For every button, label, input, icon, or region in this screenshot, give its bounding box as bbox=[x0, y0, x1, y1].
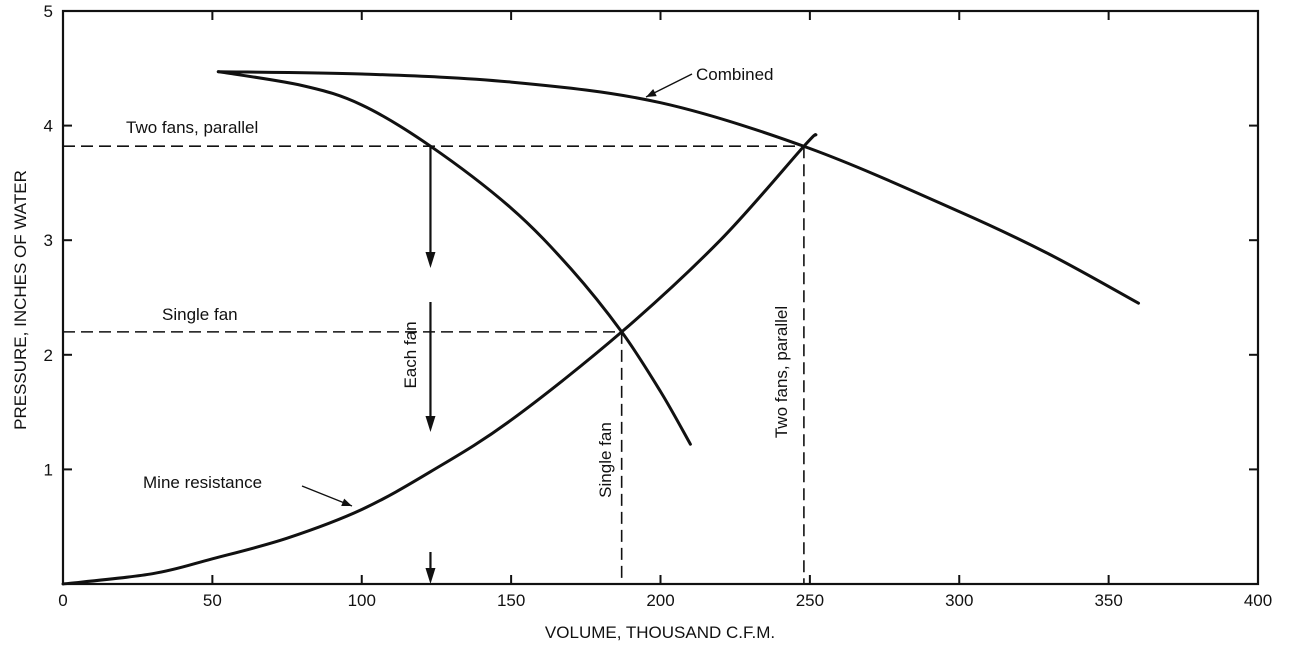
label-mine-resistance: Mine resistance bbox=[143, 473, 262, 492]
y-axis-title: PRESSURE, INCHES OF WATER bbox=[11, 170, 30, 430]
guide-lines bbox=[63, 145, 805, 584]
x-tick-label: 400 bbox=[1244, 591, 1272, 610]
label-each-fan: Each fan bbox=[401, 321, 420, 388]
x-tick-label: 250 bbox=[796, 591, 824, 610]
mine-resistance-curve bbox=[61, 133, 818, 586]
label-single-fan-vertical: Single fan bbox=[596, 422, 615, 498]
curves bbox=[61, 70, 1140, 586]
x-tick-label: 150 bbox=[497, 591, 525, 610]
y-tick-label: 2 bbox=[44, 346, 53, 365]
y-tick-label: 4 bbox=[44, 117, 53, 136]
y-tick-label: 3 bbox=[44, 231, 53, 250]
single-fan-curve bbox=[216, 70, 692, 446]
x-tick-label: 0 bbox=[58, 591, 67, 610]
label-two-fans-parallel: Two fans, parallel bbox=[126, 118, 258, 137]
arrow-middle-head bbox=[425, 416, 436, 432]
leader-combined-head bbox=[646, 89, 657, 97]
combined-curve bbox=[216, 70, 1140, 305]
arrow-upper-head bbox=[425, 252, 436, 268]
x-tick-label: 300 bbox=[945, 591, 973, 610]
arrows bbox=[301, 73, 693, 584]
tick-labels: 0 50 100 150 200 250 300 350 400 1 2 3 4 5 bbox=[44, 2, 1273, 610]
ticks bbox=[63, 11, 1258, 584]
x-tick-label: 350 bbox=[1094, 591, 1122, 610]
x-tick-label: 100 bbox=[348, 591, 376, 610]
leader-mine-resistance-head bbox=[341, 498, 352, 506]
arrow-lower-head bbox=[425, 568, 436, 584]
y-tick-label: 1 bbox=[44, 460, 53, 479]
x-tick-label: 50 bbox=[203, 591, 222, 610]
x-axis-title: VOLUME, THOUSAND C.F.M. bbox=[545, 623, 775, 642]
x-tick-label: 200 bbox=[646, 591, 674, 610]
y-tick-label: 5 bbox=[44, 2, 53, 21]
label-two-fans-parallel-vertical: Two fans, parallel bbox=[772, 306, 791, 438]
label-single-fan: Single fan bbox=[162, 305, 238, 324]
label-combined: Combined bbox=[696, 65, 774, 84]
